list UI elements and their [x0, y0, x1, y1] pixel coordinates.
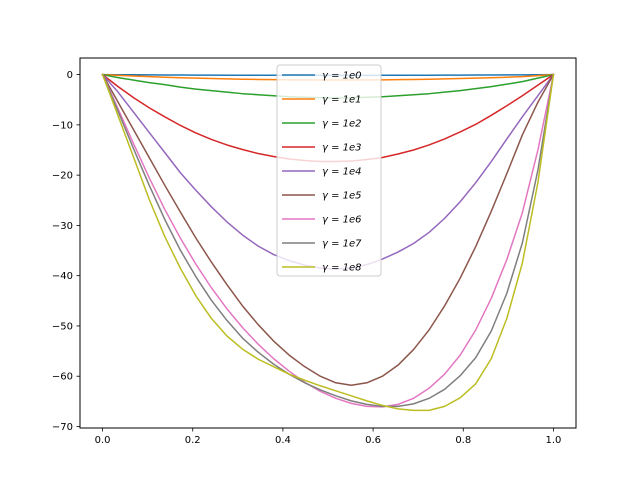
legend-label: γ = 1e4 [322, 167, 362, 178]
series-line-1e8 [101, 73, 555, 412]
y-tick-label: −70 [52, 422, 73, 433]
y-tick-label: −50 [52, 321, 73, 332]
plot-area-frame [79, 57, 577, 429]
y-tick-label: 0 [67, 70, 73, 81]
legend-box [276, 64, 382, 277]
series-line-1e6 [101, 73, 555, 408]
y-tick-label: −20 [52, 171, 73, 182]
legend-label-prefix: γ = [322, 239, 343, 250]
legend-label-value: 1e3 [343, 143, 362, 154]
legend-label-prefix: γ = [322, 95, 343, 106]
legend-label-value: 1e7 [343, 239, 363, 250]
series-line-1e7 [101, 73, 555, 408]
legend-label-value: 1e6 [343, 215, 362, 226]
y-tick-label: −60 [52, 372, 73, 383]
legend-label-value: 1e8 [343, 263, 362, 274]
x-tick-label: 1.0 [546, 435, 562, 446]
legend-label-prefix: γ = [322, 71, 343, 82]
x-tick-label: 0.6 [365, 435, 381, 446]
legend-label: γ = 1e6 [322, 215, 362, 226]
y-tick-label: −40 [52, 271, 73, 282]
legend-label: γ = 1e3 [322, 143, 362, 154]
legend-label: γ = 1e7 [322, 239, 362, 250]
legend-label: γ = 1e0 [322, 71, 362, 82]
x-axis: 0.0 0.2 0.4 0.6 0.8 1.0 [95, 428, 562, 446]
y-axis: 0 −10 −20 −30 −40 −50 −60 −70 [52, 70, 80, 433]
legend-label-value: 1e4 [343, 167, 362, 178]
legend-label-value: 1e1 [343, 95, 362, 106]
x-tick-label: 0.2 [185, 435, 201, 446]
legend-label: γ = 1e1 [322, 95, 362, 106]
legend-label-prefix: γ = [322, 167, 343, 178]
legend-label-prefix: γ = [322, 119, 343, 130]
legend-label: γ = 1e5 [322, 191, 362, 202]
legend-label-prefix: γ = [322, 191, 343, 202]
legend-label-prefix: γ = [322, 263, 343, 274]
y-tick-label: −10 [52, 120, 73, 131]
series-line-1e5 [101, 73, 555, 387]
x-tick-label: 0.0 [95, 435, 111, 446]
x-tick-label: 0.8 [455, 435, 471, 446]
legend-label-value: 1e0 [343, 71, 362, 82]
legend-label-value: 1e2 [343, 119, 362, 130]
y-tick-label: −30 [52, 221, 73, 232]
legend-label-prefix: γ = [322, 143, 343, 154]
legend-label-prefix: γ = [322, 215, 343, 226]
x-tick-label: 0.4 [275, 435, 291, 446]
legend-label: γ = 1e2 [322, 119, 362, 130]
legend-label-value: 1e5 [343, 191, 362, 202]
legend-label: γ = 1e8 [322, 263, 362, 274]
